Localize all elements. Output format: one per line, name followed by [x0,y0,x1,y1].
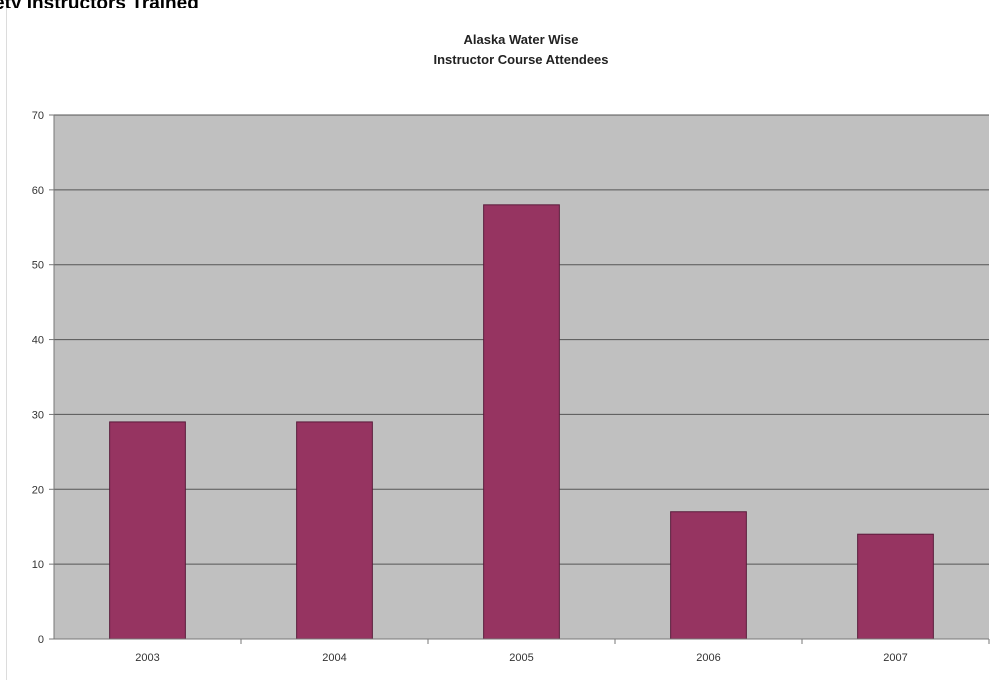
x-tick-label: 2004 [322,652,346,664]
chart-area: Alaska Water Wise Instructor Course Atte… [6,8,991,680]
bar [670,511,747,640]
bar [296,421,373,640]
bar-chart: Alaska Water Wise Instructor Course Atte… [32,32,990,664]
bar [109,421,186,640]
y-tick-label: 10 [32,559,44,571]
y-tick-label: 30 [32,409,44,421]
y-tick-label: 70 [32,110,44,122]
x-tick-label: 2006 [696,652,720,664]
y-tick-label: 50 [32,260,44,272]
y-tick-label: 60 [32,185,44,197]
x-axis: 2003 2004 2005 2006 2007 [54,638,990,664]
chart-subtitle: Instructor Course Attendees [433,52,608,67]
x-tick-label: 2005 [509,652,533,664]
y-tick-label: 40 [32,335,44,347]
bars [109,204,934,640]
x-tick-label: 2003 [135,652,159,664]
chart-title: Alaska Water Wise [463,32,578,47]
bar [857,533,934,640]
y-tick-label: 20 [32,484,44,496]
y-axis: 0 10 20 30 40 50 60 70 [32,110,55,646]
x-tick-label: 2007 [883,652,907,664]
bar [483,204,560,640]
y-tick-label: 0 [38,634,44,646]
